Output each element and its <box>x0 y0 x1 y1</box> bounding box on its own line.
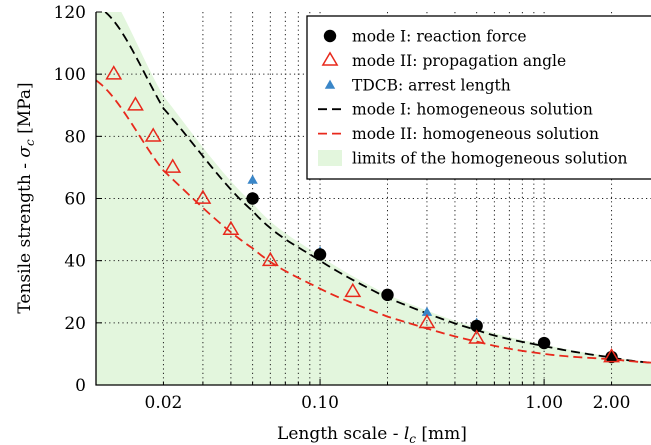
x-tick-label: 0.10 <box>301 393 339 413</box>
point-mode-ii-propagation-angle <box>418 313 436 329</box>
legend-box <box>306 15 651 180</box>
legend-label: mode I: reaction force <box>352 28 527 46</box>
legend-item-mode-i-homogeneous-solution: mode I: homogeneous solution <box>318 101 593 119</box>
legend-swatch-limits-of-the-homogeneous-solution <box>318 150 342 166</box>
point-mode-ii-propagation-angle <box>194 189 212 204</box>
y-axis-label: Tensile strength - σc [MPa] <box>15 82 37 313</box>
point-mode-i-reaction-force <box>313 248 327 261</box>
point-mode-ii-propagation-angle <box>127 96 144 111</box>
y-tick-label: 120 <box>54 3 86 23</box>
homogeneous-limits-band <box>96 12 651 385</box>
x-axis-label: Length scale - lc [mm] <box>277 424 467 445</box>
point-tdcb-arrest-length <box>247 174 258 184</box>
legend: mode I: reaction force mode II: propagati… <box>306 15 651 180</box>
y-tick-label: 60 <box>64 190 86 210</box>
point-mode-ii-propagation-angle <box>468 329 486 344</box>
x-tick-label: 0.02 <box>145 393 183 413</box>
legend-label: mode II: homogeneous solution <box>352 125 599 143</box>
legend-label: TDCB: arrest length <box>352 76 511 94</box>
legend-item-mode-i-reaction-force: mode I: reaction force <box>323 28 527 46</box>
tick-labels: 0 20 40 60 80 100 120 0.02 0.10 1.00 2.00 <box>54 3 631 413</box>
curve-mode-ii-homogeneous-solution <box>96 79 651 364</box>
point-mode-ii-propagation-angle <box>603 348 620 363</box>
point-tdcb-arrest-length <box>421 306 433 316</box>
y-tick-label: 80 <box>64 127 86 147</box>
y-tick-label: 100 <box>54 65 86 85</box>
legend-item-tdcb-arrest-length: TDCB: arrest length <box>324 76 511 94</box>
legend-item-mode-ii-homogeneous-solution: mode II: homogeneous solution <box>318 125 599 143</box>
y-tick-label: 20 <box>64 314 86 334</box>
x-tick-label: 1.00 <box>525 393 563 413</box>
legend-marker-tdcb-arrest-length <box>324 79 336 89</box>
data-markers <box>105 65 620 364</box>
point-mode-i-reaction-force <box>246 192 259 205</box>
y-tick-label: 0 <box>75 376 86 396</box>
legend-label: limits of the homogeneous solution <box>352 150 628 168</box>
point-mode-ii-propagation-angle <box>144 127 162 142</box>
y-tick-label: 40 <box>64 252 86 272</box>
point-mode-ii-propagation-angle <box>344 282 362 298</box>
point-mode-ii-propagation-angle <box>164 158 182 173</box>
point-mode-i-reaction-force <box>470 319 483 333</box>
point-mode-ii-propagation-angle <box>105 65 123 80</box>
legend-item-limits-of-the-homogeneous-solution: limits of the homogeneous solution <box>318 150 628 168</box>
point-mode-i-reaction-force <box>381 288 394 302</box>
axes <box>95 11 651 386</box>
legend-marker-mode-i-reaction-force <box>323 29 337 43</box>
legend-label: mode I: homogeneous solution <box>352 101 593 119</box>
legend-item-mode-ii-propagation-angle: mode II: propagation angle <box>321 51 566 70</box>
point-mode-ii-propagation-angle <box>261 251 279 267</box>
point-mode-ii-propagation-angle <box>222 220 240 235</box>
point-mode-i-reaction-force <box>537 336 551 350</box>
band-limits-of-the-homogeneous-solution <box>96 12 651 385</box>
legend-marker-mode-ii-propagation-angle <box>321 51 339 66</box>
x-tick-label: 2.00 <box>593 393 631 413</box>
legend-label: mode II: propagation angle <box>352 52 566 70</box>
